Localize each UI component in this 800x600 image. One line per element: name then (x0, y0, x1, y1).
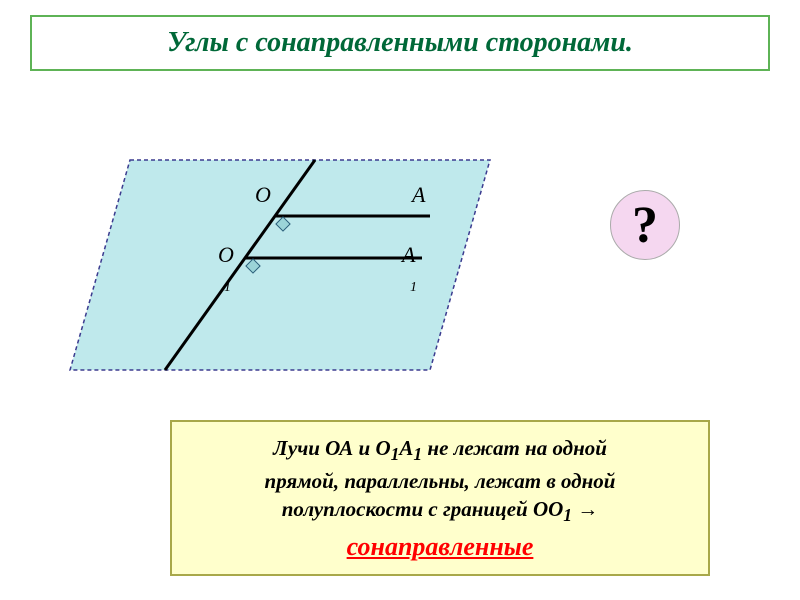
caption-sub-3: 1 (563, 505, 572, 525)
caption-conclusion: сонаправленные (347, 532, 534, 562)
caption-seg-3: не лежат на одной (422, 436, 607, 460)
question-mark: ? (632, 196, 658, 255)
caption-box: Лучи ОА и О1А1 не лежат на одной прямой,… (170, 420, 710, 576)
plane-shape (70, 160, 490, 370)
title-text: Углы с сонаправленными сторонами. (167, 27, 633, 58)
diagram: O A O 1 A 1 (60, 150, 500, 380)
question-badge: ? (610, 190, 680, 260)
label-A: A (412, 182, 425, 208)
caption-text: Лучи ОА и О1А1 не лежат на одной прямой,… (190, 434, 690, 528)
caption-seg-1: Лучи ОА и О (273, 436, 391, 460)
caption-seg-4: прямой, параллельны, лежат в одной (265, 469, 616, 493)
plane-svg (60, 150, 500, 380)
label-O1-base: O (218, 242, 234, 268)
label-O: O (255, 182, 271, 208)
title-box: Углы с сонаправленными сторонами. (30, 15, 770, 71)
caption-seg-5: полуплоскости с границей ОО (282, 497, 564, 521)
label-A1-base: A (402, 242, 415, 268)
caption-sub-2: 1 (413, 444, 422, 464)
caption-seg-6: → (572, 497, 598, 521)
caption-seg-2: А (399, 436, 413, 460)
label-O1-sub: 1 (224, 280, 231, 296)
label-A1-sub: 1 (410, 280, 417, 296)
